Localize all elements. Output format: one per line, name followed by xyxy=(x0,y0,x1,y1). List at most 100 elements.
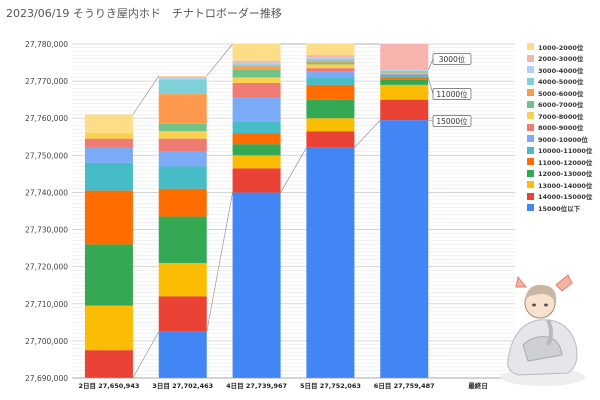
legend-label: 7000-8000位 xyxy=(538,112,584,121)
bar-segment-15000位以下 xyxy=(158,331,207,378)
bar-segment-10000-11000位 xyxy=(158,166,207,189)
bar-segment-5000-6000位 xyxy=(306,60,355,63)
y-tick-label: 27,740,000 xyxy=(25,188,68,197)
legend-item: 10000-11000位 xyxy=(527,145,599,157)
legend-swatch xyxy=(527,77,534,85)
legend-swatch xyxy=(527,66,534,74)
bar-segment-14000-15000位 xyxy=(306,131,355,148)
bar-segment-8000-9000位 xyxy=(306,68,355,72)
legend: 1000-2000位 2000-3000位 3000-4000位 4000-5000位… xyxy=(527,41,599,214)
bar-segment-8000-9000位 xyxy=(380,73,429,75)
legend-item: 1000-2000位 xyxy=(527,41,599,53)
legend-swatch xyxy=(527,181,534,189)
legend-item: 4000-5000位 xyxy=(527,76,599,88)
bar-segment-10000-11000位 xyxy=(232,121,281,134)
legend-label: 12000-13000位 xyxy=(538,170,593,179)
annotation-box xyxy=(432,115,472,127)
bar-segment-7000-8000位 xyxy=(84,133,133,139)
x-tick-label: 2日目 27,650,943 xyxy=(78,382,139,390)
y-tick-label: 27,750,000 xyxy=(25,151,68,160)
legend-item: 3000-4000位 xyxy=(527,64,599,76)
legend-label: 4000-5000位 xyxy=(538,78,584,87)
legend-label: 9000-10000位 xyxy=(538,135,588,144)
bar-segment-13000-14000位 xyxy=(158,262,207,297)
bar-segment-9000-10000位 xyxy=(158,151,207,167)
annotation-label: 15000位 xyxy=(436,116,468,126)
bar-segment-1000-2000位 xyxy=(84,114,133,134)
bar-segment-15000位以下 xyxy=(380,120,429,378)
bar-segment-5000-6000位 xyxy=(380,71,429,73)
bar-segment-1000-2000位 xyxy=(232,44,281,61)
bar-segment-9000-10000位 xyxy=(232,97,281,122)
bar-segment-12000-13000位 xyxy=(84,244,133,306)
legend-item: 5000-6000位 xyxy=(527,87,599,99)
bar-segment-3000-4000位 xyxy=(158,77,207,80)
y-tick-label: 27,720,000 xyxy=(25,263,68,272)
y-tick-label: 27,780,000 xyxy=(25,40,68,49)
legend-item: 13000-14000位 xyxy=(527,179,599,191)
bar-segment-11000-12000位 xyxy=(380,77,429,80)
legend-item: 9000-10000位 xyxy=(527,133,599,145)
connector-line xyxy=(206,192,233,332)
annotation-leader xyxy=(428,119,434,122)
legend-label: 1000-2000位 xyxy=(538,43,584,52)
connector-line xyxy=(354,119,381,148)
legend-item: 7000-8000位 xyxy=(527,110,599,122)
bar-segment-5000-6000位 xyxy=(232,66,281,70)
annotation-label: 11000位 xyxy=(436,89,468,99)
x-tick-label: 6日目 27,759,487 xyxy=(374,382,435,390)
axis-layer: 27,690,000 27,700,000 27,710,000 27,720,000… xyxy=(25,40,515,390)
bar-segment-13000-14000位 xyxy=(84,305,133,351)
legend-item: 8000-9000位 xyxy=(527,122,599,134)
annotation-label: 3000位 xyxy=(439,54,466,64)
bar-segment-6000-7000位 xyxy=(232,69,281,78)
annotation-leader xyxy=(427,77,434,95)
bar-segment-6000-7000位 xyxy=(380,72,429,73)
bar-segment-14000-15000位 xyxy=(84,350,133,378)
legend-swatch xyxy=(527,135,534,143)
legend-label: 6000-7000位 xyxy=(538,101,584,110)
x-tick-label: 5日目 27,752,063 xyxy=(300,382,361,390)
bar-segment-9000-10000位 xyxy=(306,71,355,78)
connector-line xyxy=(132,75,159,115)
legend-item: 12000-13000位 xyxy=(527,168,599,180)
legend-swatch xyxy=(527,89,534,97)
connector-line xyxy=(280,147,307,193)
bar-segment-4000-5000位 xyxy=(306,58,355,61)
legend-label: 2000-3000位 xyxy=(538,55,584,64)
bar-segment-2000-3000位 xyxy=(380,44,429,70)
legend-swatch xyxy=(527,112,534,120)
annotation-layer: 3000位 11000位 15000位 xyxy=(427,53,472,127)
bar-segment-12000-13000位 xyxy=(380,79,429,85)
legend-item: 15000位以下 xyxy=(527,202,599,214)
annotation-box xyxy=(432,53,472,65)
bar-segment-13000-14000位 xyxy=(380,84,429,100)
bar-segment-12000-13000位 xyxy=(158,216,207,263)
legend-swatch xyxy=(527,146,534,154)
bar-segment-1000-2000位 xyxy=(306,44,355,56)
bar-segment-5000-6000位 xyxy=(158,94,207,124)
bar-segment-2000-3000位 xyxy=(306,55,355,57)
legend-label: 3000-4000位 xyxy=(538,66,584,75)
bar-segment-7000-8000位 xyxy=(380,72,429,74)
mascot-character-illustration xyxy=(501,274,585,386)
bar-segment-12000-13000位 xyxy=(232,144,281,156)
connector-line xyxy=(206,43,233,77)
y-tick-label: 27,710,000 xyxy=(25,300,68,309)
bar-segment-11000-12000位 xyxy=(158,188,207,217)
legend-label: 8000-9000位 xyxy=(538,124,584,133)
bar-segment-10000-11000位 xyxy=(306,77,355,85)
bar-segment-6000-7000位 xyxy=(306,62,355,65)
bars-layer xyxy=(84,44,429,378)
connector-line xyxy=(132,331,160,379)
y-tick-label: 27,700,000 xyxy=(25,337,68,346)
bar-segment-12000-13000位 xyxy=(306,99,355,119)
bar-segment-11000-12000位 xyxy=(306,84,355,100)
annotation-leader xyxy=(427,58,434,71)
bar-segment-8000-9000位 xyxy=(158,138,207,152)
legend-swatch xyxy=(527,169,534,177)
legend-label: 10000-11000位 xyxy=(538,147,593,156)
legend-label: 14000-15000位 xyxy=(538,193,593,202)
legend-swatch xyxy=(527,158,534,166)
